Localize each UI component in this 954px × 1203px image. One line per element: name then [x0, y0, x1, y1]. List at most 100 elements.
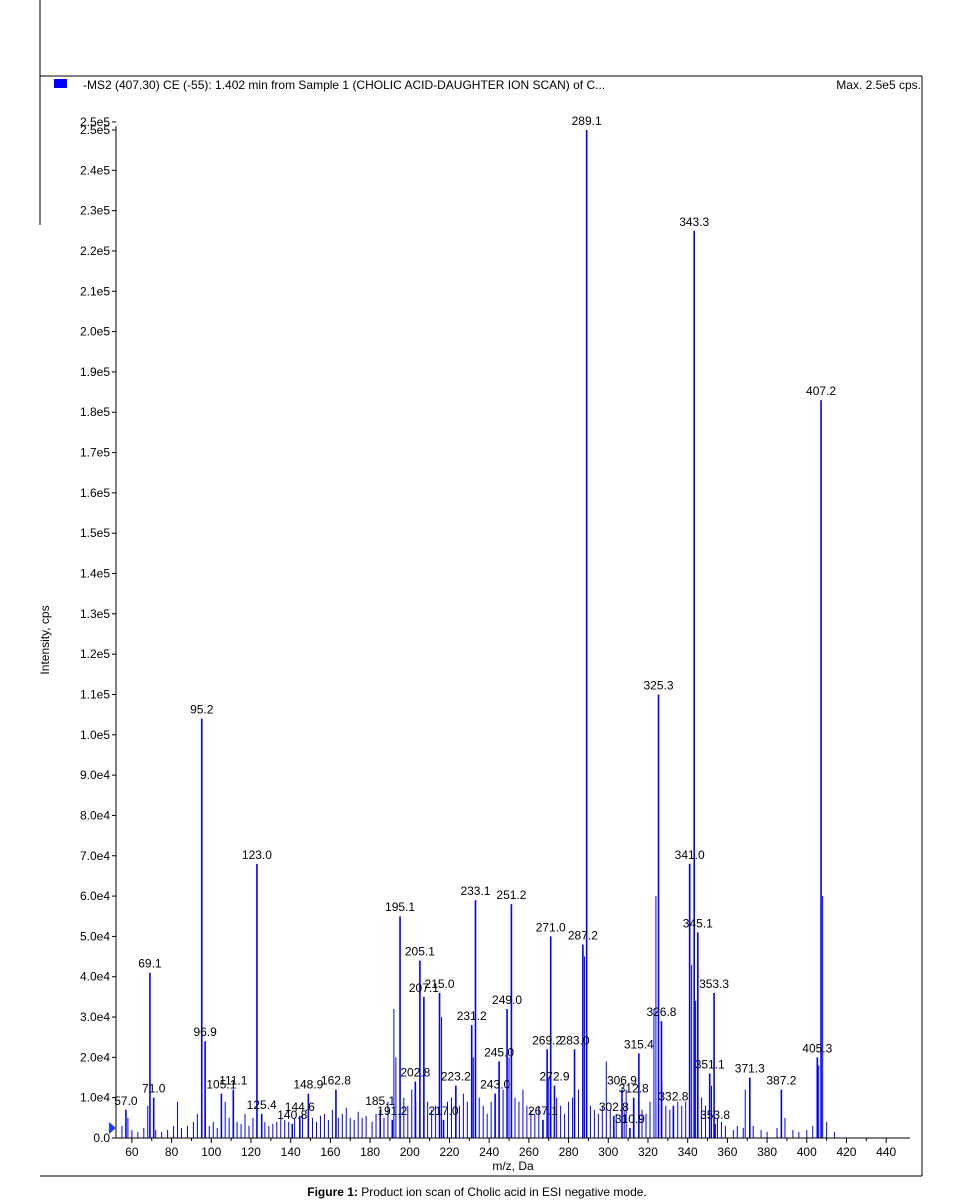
caption-label: Figure 1:	[307, 1185, 358, 1199]
y-tick-label: 1.2e5	[80, 647, 110, 661]
peak-label-405.3: 405.3	[802, 1041, 832, 1055]
peak-label-371.3: 371.3	[735, 1062, 765, 1076]
peak-label-353.3: 353.3	[699, 977, 729, 991]
peak-label-315.4: 315.4	[624, 1037, 654, 1051]
y-tick-label: 1.6e5	[80, 486, 110, 500]
x-tick-label: 220	[439, 1145, 459, 1159]
x-axis-title: m/z, Da	[492, 1159, 534, 1173]
peak-label-243.0: 243.0	[480, 1078, 510, 1092]
peak-label-96.9: 96.9	[193, 1025, 217, 1039]
y-tick-label: 2.5e5	[80, 115, 110, 129]
x-tick-label: 120	[241, 1145, 261, 1159]
peak-label-144.6: 144.6	[285, 1100, 315, 1114]
peak-label-162.8: 162.8	[321, 1074, 351, 1088]
peak-label-217.0: 217.0	[429, 1104, 459, 1118]
peak-label-345.1: 345.1	[683, 916, 713, 930]
y-tick-label: 6.0e4	[80, 889, 110, 903]
legend-swatch	[54, 79, 67, 88]
peak-label-332.8: 332.8	[658, 1090, 688, 1104]
x-tick-label: 320	[638, 1145, 658, 1159]
peak-label-191.2: 191.2	[377, 1104, 407, 1118]
y-tick-label: 9.0e4	[80, 768, 110, 782]
peak-layer	[121, 130, 836, 1138]
y-tick-label: 1.4e5	[80, 567, 110, 581]
y-tick-label: 2.3e5	[80, 204, 110, 218]
peak-label-111.1: 111.1	[219, 1074, 248, 1088]
peak-label-269.2: 269.2	[532, 1033, 562, 1047]
peak-label-245.0: 245.0	[484, 1045, 514, 1059]
cursor-marker-icon	[109, 1122, 116, 1134]
y-tick-label: 2.4e5	[80, 163, 110, 177]
y-axis-title: Intensity, cps	[38, 605, 52, 674]
y-tick-label: 2.0e5	[80, 325, 110, 339]
y-tick-label: 7.0e4	[80, 849, 110, 863]
peak-label-341.0: 341.0	[675, 848, 705, 862]
peak-label-185.1: 185.1	[365, 1094, 395, 1108]
x-tick-label: 360	[717, 1145, 737, 1159]
peak-label-249.0: 249.0	[492, 993, 522, 1007]
peak-label-215.0: 215.0	[425, 977, 455, 991]
x-tick-label: 340	[678, 1145, 698, 1159]
x-tick-label: 380	[757, 1145, 777, 1159]
y-tick-label: 3.0e4	[80, 1010, 110, 1024]
x-tick-label: 420	[836, 1145, 856, 1159]
peak-label-123.0: 123.0	[242, 848, 272, 862]
peak-label-289.1: 289.1	[572, 114, 602, 128]
y-tick-label: 1.0e4	[80, 1091, 110, 1105]
x-tick-label: 400	[797, 1145, 817, 1159]
peak-label-140.8: 140.8	[277, 1108, 307, 1122]
y-tick-label: 1.0e5	[80, 728, 110, 742]
peak-label-267.1: 267.1	[528, 1104, 558, 1118]
peak-label-387.2: 387.2	[766, 1074, 796, 1088]
peak-label-306.9: 306.9	[607, 1074, 637, 1088]
x-tick-label: 140	[281, 1145, 301, 1159]
peak-label-407.2: 407.2	[806, 384, 836, 398]
y-tick-label: 1.3e5	[80, 607, 110, 621]
peak-label-283.0: 283.0	[560, 1033, 590, 1047]
axes-layer: 0.0 1.0e4 2.0e4 3.0e4 4.0e4 5.0e4 6.0e4 7.0e4 8.…	[38, 115, 910, 1173]
y-tick-label: 1.7e5	[80, 446, 110, 460]
peak-label-71.0: 71.0	[142, 1082, 166, 1096]
x-tick-label: 160	[320, 1145, 340, 1159]
peak-label-353.8: 353.8	[700, 1108, 730, 1122]
x-tick-label: 300	[598, 1145, 618, 1159]
peak-label-95.2: 95.2	[190, 703, 214, 717]
peak-label-231.2: 231.2	[457, 1009, 487, 1023]
peak-label-148.9: 148.9	[293, 1078, 323, 1092]
x-tick-label: 440	[876, 1145, 896, 1159]
peak-label-302.8: 302.8	[599, 1100, 629, 1114]
peak-label-310.9: 310.9	[615, 1112, 645, 1126]
peak-label-326.8: 326.8	[646, 1005, 676, 1019]
peak-label-223.2: 223.2	[441, 1070, 471, 1084]
x-tick-label: 80	[165, 1145, 179, 1159]
peak-label-195.1: 195.1	[385, 900, 415, 914]
x-tick-label: 180	[360, 1145, 380, 1159]
y-tick-label: 1.1e5	[80, 687, 110, 701]
x-tick-label: 280	[559, 1145, 579, 1159]
y-tick-label: 2.5e5	[80, 123, 110, 137]
y-tick-label: 2.0e4	[80, 1050, 110, 1064]
peak-label-125.4: 125.4	[247, 1098, 277, 1112]
peak-label-271.0: 271.0	[536, 920, 566, 934]
y-tick-label: 1.9e5	[80, 365, 110, 379]
peak-label-312.8: 312.8	[619, 1082, 649, 1096]
peak-label-325.3: 325.3	[643, 678, 673, 692]
x-tick-label: 260	[519, 1145, 539, 1159]
figure-caption: Figure 1: Product ion scan of Cholic aci…	[0, 1185, 954, 1199]
y-tick-label: 0.0	[93, 1131, 110, 1145]
peak-label-251.2: 251.2	[496, 888, 526, 902]
y-tick-label: 1.8e5	[80, 405, 110, 419]
peak-label-205.1: 205.1	[405, 945, 435, 959]
x-tick-label: 60	[125, 1145, 139, 1159]
peak-label-207.1: 207.1	[409, 981, 439, 995]
peak-label-105.1: 105.1	[206, 1078, 236, 1092]
peak-label-202.8: 202.8	[400, 1066, 430, 1080]
caption-text: Product ion scan of Cholic acid in ESI n…	[357, 1185, 647, 1199]
x-tick-label: 240	[479, 1145, 499, 1159]
y-tick-label: 4.0e4	[80, 970, 110, 984]
spectrum-title: -MS2 (407.30) CE (-55): 1.402 min from S…	[83, 78, 605, 92]
peak-label-272.9: 272.9	[539, 1070, 569, 1084]
y-tick-label: 2.1e5	[80, 284, 110, 298]
